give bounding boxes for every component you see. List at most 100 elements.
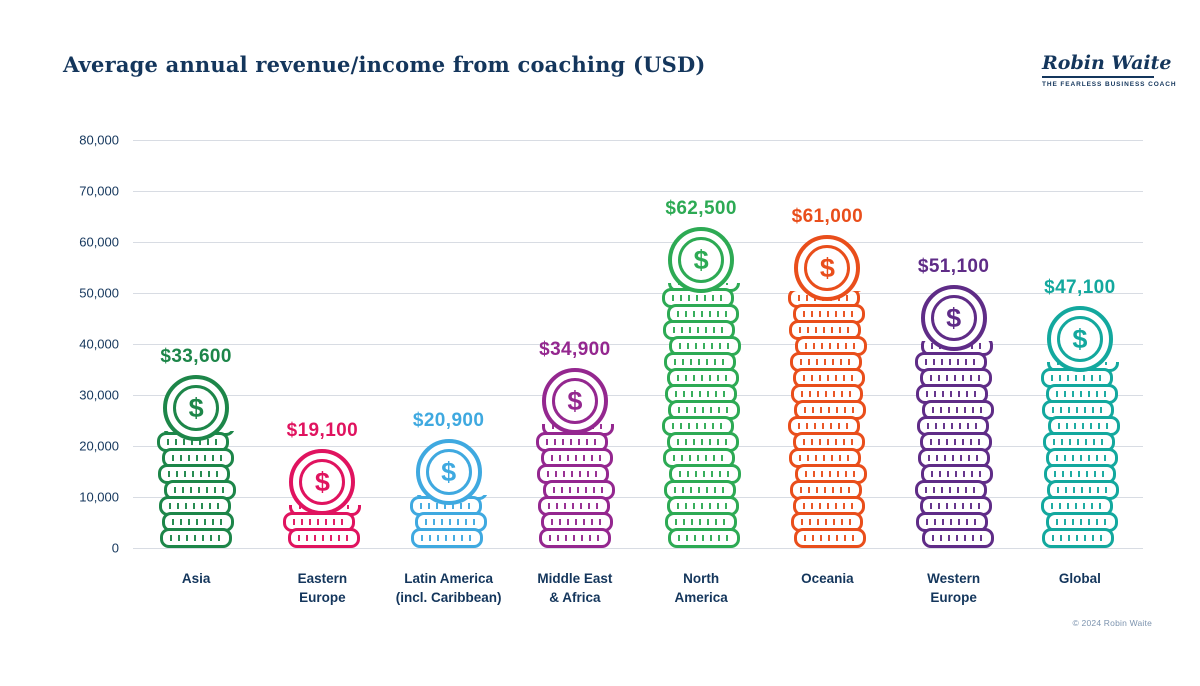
category-label: Asia bbox=[181, 571, 211, 586]
value-label: $34,900 bbox=[539, 339, 611, 360]
coin-stack bbox=[1037, 362, 1123, 548]
coin bbox=[794, 528, 867, 548]
coin-ridges bbox=[924, 487, 977, 493]
coin-stack bbox=[153, 431, 239, 548]
value-label: $19,100 bbox=[286, 420, 359, 441]
coin-ridges bbox=[924, 359, 977, 365]
robin-waite-logo: Robin Waite THE FEARLESS BUSINESS COACH bbox=[1042, 52, 1176, 88]
logo-wordmark: Robin Waite bbox=[1042, 52, 1171, 78]
chart-title: Average annual revenue/income from coach… bbox=[63, 52, 706, 77]
category-label: Middle East & Africa bbox=[537, 571, 613, 605]
bar-column: $47,100 $ bbox=[1017, 277, 1143, 548]
coin-ridges bbox=[805, 471, 858, 477]
y-axis-tick-label: 60,000 bbox=[79, 234, 119, 250]
coin-ridges bbox=[798, 423, 851, 429]
coin-ridges bbox=[168, 471, 221, 477]
gridline bbox=[133, 446, 1143, 447]
coin-stack bbox=[784, 291, 870, 548]
coin bbox=[1041, 528, 1114, 548]
coin bbox=[663, 320, 736, 340]
plot-area: 80,000 70,000 60,000 50,000 40,000 30,000 20,0… bbox=[79, 133, 1143, 556]
coin-ridges bbox=[293, 519, 346, 525]
coin-ridges bbox=[678, 407, 731, 413]
coin-ridges bbox=[800, 487, 853, 493]
coin-ridges bbox=[424, 519, 477, 525]
coin-ridges bbox=[169, 503, 222, 509]
coin-ridges bbox=[172, 455, 225, 461]
coin bbox=[288, 528, 361, 548]
coin-ridges bbox=[930, 471, 983, 477]
coin-ridges bbox=[1056, 487, 1109, 493]
coin-ridges bbox=[799, 455, 852, 461]
coin-ridges bbox=[677, 375, 730, 381]
bars-container: $33,600 $ $19,100 $ $20,900 $ $34,900 $ $62,500 $… bbox=[133, 140, 1143, 548]
coin bbox=[540, 512, 613, 532]
coin-ridges bbox=[1055, 455, 1108, 461]
coin-ridges bbox=[673, 455, 726, 461]
value-label: $61,000 bbox=[791, 206, 864, 227]
dollar-coin-icon: $ bbox=[1046, 306, 1113, 372]
value-label: $20,900 bbox=[412, 410, 485, 431]
coin bbox=[410, 528, 483, 548]
coin-ridges bbox=[803, 375, 856, 381]
category-label: North America bbox=[674, 571, 728, 605]
bar-column: $33,600 $ bbox=[133, 346, 259, 548]
value-label: $47,100 bbox=[1044, 277, 1116, 298]
gridline bbox=[133, 140, 1143, 141]
coin-ridges bbox=[927, 455, 980, 461]
coin-ridges bbox=[1050, 503, 1103, 509]
coin bbox=[667, 304, 740, 324]
y-axis-tick-label: 40,000 bbox=[79, 336, 119, 352]
coin-ridges bbox=[804, 407, 857, 413]
coin-ridges bbox=[804, 535, 857, 541]
coin-ridges bbox=[672, 423, 725, 429]
coin-ridges bbox=[547, 503, 600, 509]
coin-ridges bbox=[674, 487, 727, 493]
y-axis-tick-label: 70,000 bbox=[79, 183, 119, 199]
category-label: Global bbox=[1058, 571, 1101, 586]
coin-ridges bbox=[929, 439, 982, 445]
coin-ridges bbox=[1050, 375, 1103, 381]
coin-ridges bbox=[931, 535, 984, 541]
y-axis-tick-label: 30,000 bbox=[79, 387, 119, 403]
coin-ridges bbox=[546, 471, 599, 477]
bar-column: $19,100 $ bbox=[259, 420, 385, 548]
value-label: $62,500 bbox=[665, 198, 737, 219]
dollar-symbol: $ bbox=[299, 459, 346, 505]
coin-ridges bbox=[419, 503, 472, 509]
coin-stack bbox=[658, 283, 744, 548]
coin-ridges bbox=[674, 359, 727, 365]
coin-ridges bbox=[800, 359, 853, 365]
coin-ridges bbox=[673, 327, 726, 333]
coin-ridges bbox=[172, 519, 225, 525]
gridline bbox=[133, 293, 1143, 294]
coin-stack bbox=[532, 424, 618, 548]
gridline bbox=[133, 344, 1143, 345]
coin-ridges bbox=[925, 391, 978, 397]
coin-ridges bbox=[677, 439, 730, 445]
coin-ridges bbox=[1052, 439, 1105, 445]
dollar-symbol: $ bbox=[173, 385, 220, 431]
bar-column: $62,500 $ bbox=[638, 198, 764, 548]
coin-ridges bbox=[548, 535, 601, 541]
coin-ridges bbox=[170, 535, 223, 541]
copyright-note: © 2024 Robin Waite bbox=[1072, 618, 1152, 628]
category-axis: Asia Eastern Europe Latin America (incl. C… bbox=[133, 570, 1143, 608]
bar-column: $34,900 $ bbox=[512, 339, 638, 548]
bar-column: $20,900 $ bbox=[386, 410, 512, 548]
y-axis-tick-label: 10,000 bbox=[79, 489, 119, 505]
coin-ridges bbox=[679, 343, 732, 349]
coin-ridges bbox=[926, 423, 979, 429]
coin-ridges bbox=[167, 439, 220, 445]
gridline bbox=[133, 497, 1143, 498]
dollar-coin-icon: $ bbox=[541, 368, 608, 434]
coin-ridges bbox=[545, 439, 598, 445]
bar-column: $61,000 $ bbox=[764, 206, 890, 548]
gridline bbox=[133, 548, 1143, 549]
coin-ridges bbox=[679, 471, 732, 477]
dollar-coin-icon: $ bbox=[163, 375, 230, 441]
coin-ridges bbox=[1051, 407, 1104, 413]
dollar-symbol: $ bbox=[930, 295, 977, 341]
dollar-symbol: $ bbox=[425, 449, 472, 495]
coin-ridges bbox=[420, 535, 473, 541]
